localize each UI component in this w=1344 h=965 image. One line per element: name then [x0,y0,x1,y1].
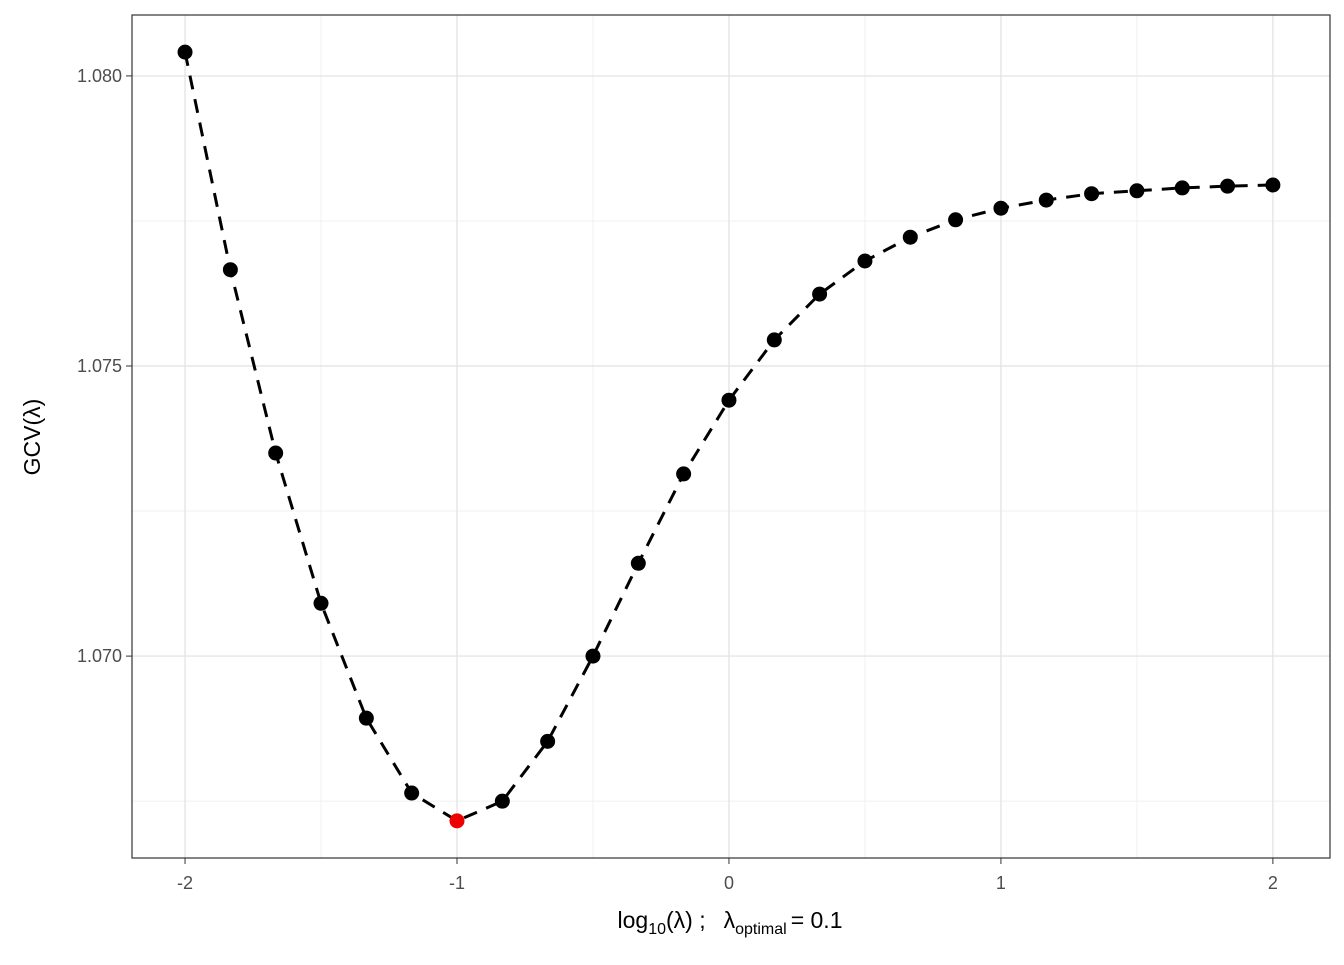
data-point [222,262,238,278]
y-tick-label: 1.080 [77,66,122,86]
x-title-part: 10 [648,921,666,938]
data-point [358,710,374,726]
y-tick-label: 1.075 [77,356,122,376]
x-tick-label: 0 [724,873,734,893]
x-axis-title: log10(λ) ; λoptimal = 0.1 [618,907,843,938]
marks [177,44,1281,829]
data-point [948,212,964,228]
data-point [313,595,329,611]
x-title-part: optimal [735,921,787,938]
data-point [177,44,193,60]
data-point [857,253,873,269]
data-point [902,229,918,245]
data-point [404,785,420,801]
panel-border [131,14,1331,859]
data-point [1174,180,1190,196]
x-tick-label: -2 [177,873,193,893]
data-point [449,813,465,829]
data-point [1265,177,1281,193]
data-point [630,555,646,571]
data-point [1084,186,1100,202]
x-tick-label: 2 [1268,873,1278,893]
x-tick-label: 1 [996,873,1006,893]
data-point [1038,192,1054,208]
data-point [766,332,782,348]
data-point [676,466,692,482]
data-point [812,286,828,302]
y-tick-label: 1.070 [77,646,122,666]
x-title-part: λ [724,907,736,933]
data-point [1129,183,1145,199]
data-point [540,733,556,749]
y-axis-title: GCV(λ) [19,399,45,476]
data-point [494,793,510,809]
x-title-part: log [618,907,649,933]
data-point [268,445,284,461]
data-point [721,392,737,408]
data-point [585,648,601,664]
x-title-part: (λ) ; [666,907,706,933]
data-point [1220,178,1236,194]
grid [132,15,1330,858]
x-tick-label: -1 [449,873,465,893]
data-point [993,200,1009,216]
x-title-part: = 0.1 [791,907,843,933]
